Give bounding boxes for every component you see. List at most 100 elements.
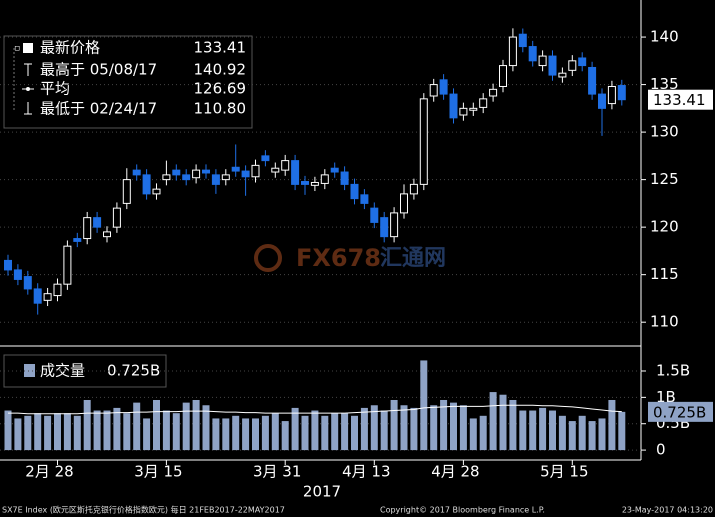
candle-body: [320, 174, 329, 184]
volume-bar: [450, 402, 457, 451]
volume-bar: [123, 413, 131, 451]
x-tick-label: 2月 28: [25, 463, 73, 481]
candle-body: [489, 88, 498, 97]
candle-body: [53, 283, 62, 297]
volume-bar: [459, 405, 467, 451]
y-tick-label: 135: [650, 75, 679, 93]
candle-body: [281, 160, 290, 171]
volume-bar: [93, 410, 101, 451]
x-tick-label: 3月 15: [134, 463, 182, 481]
candle-body: [508, 36, 517, 67]
volume-bar: [588, 421, 596, 451]
volume-bar: [558, 415, 566, 451]
volume-bar: [24, 415, 32, 451]
x-tick-label: 4月 13: [342, 463, 390, 481]
candle-body: [103, 231, 111, 238]
volume-bar: [271, 413, 279, 451]
legend-icon: [26, 87, 30, 91]
candle-body: [122, 179, 131, 204]
candle-body: [607, 85, 616, 105]
volume-bar: [252, 418, 259, 451]
volume-bar: [420, 360, 428, 451]
volume-bar: [539, 407, 547, 451]
candle-body: [13, 269, 22, 280]
legend-icon: ▫: [14, 44, 20, 54]
volume-bar: [618, 411, 626, 451]
last-price-label: 133.41: [653, 91, 706, 109]
candle-body: [340, 171, 349, 185]
volume-bar: [113, 407, 121, 451]
volume-bar: [172, 413, 180, 451]
volume-bar: [182, 402, 190, 451]
candle-body: [598, 93, 606, 109]
volume-bar: [232, 415, 240, 451]
watermark-logo: [254, 244, 282, 272]
candle-body: [221, 174, 230, 181]
candle-body: [449, 93, 458, 119]
volume-bar: [212, 418, 220, 451]
y-tick-label: 125: [650, 170, 679, 188]
volume-bar: [73, 415, 81, 451]
candle-body: [350, 183, 359, 200]
legend-value: 110.80: [194, 100, 247, 118]
volume-bar: [390, 399, 398, 451]
watermark-text: 汇通网: [380, 246, 446, 271]
x-tick-label: 3月 31: [253, 463, 301, 481]
last-volume-label: 0.725B: [653, 403, 706, 421]
volume-bar: [341, 413, 349, 451]
volume-bar: [242, 418, 250, 451]
volume-bar: [222, 418, 230, 451]
candle-body: [578, 57, 587, 67]
candle-body: [291, 160, 300, 185]
volume-bar: [133, 402, 141, 451]
candle-body: [241, 170, 250, 178]
candle-body: [558, 72, 567, 78]
legend-value: 133.41: [194, 39, 247, 57]
volume-bar: [311, 410, 319, 451]
candle-body: [310, 181, 319, 186]
volume-bar: [400, 405, 408, 451]
volume-bar: [281, 421, 289, 451]
volume-bar: [489, 392, 497, 451]
volume-bar: [202, 405, 210, 451]
y-tick-label: 120: [650, 218, 679, 236]
candle-body: [499, 65, 507, 87]
volume-bar: [351, 415, 358, 451]
candle-body: [73, 238, 82, 242]
candle-body: [409, 183, 418, 195]
candle-body: [202, 169, 210, 174]
candle-body: [400, 193, 408, 214]
candle-body: [83, 217, 92, 240]
volume-bar: [44, 415, 52, 451]
y2-tick-label: 0: [656, 441, 666, 459]
volume-bar: [321, 415, 329, 451]
volume-bar: [63, 413, 71, 451]
candle-body: [142, 174, 151, 195]
legend-label: 最新价格: [40, 39, 100, 57]
candle-body: [469, 107, 478, 111]
volume-bar: [549, 410, 556, 451]
volume-bar: [4, 410, 12, 451]
volume-bar: [410, 407, 418, 451]
legend-label: 最高于 05/08/17: [40, 61, 157, 79]
candle-body: [538, 55, 547, 67]
candle-body: [419, 98, 428, 185]
volume-bar: [83, 399, 91, 451]
candle-body: [568, 60, 577, 71]
candle-body: [63, 245, 72, 285]
candle-body: [588, 66, 597, 95]
candle-body: [112, 207, 121, 228]
volume-bar: [509, 399, 517, 451]
legend-label: 最低于 02/24/17: [40, 100, 157, 118]
volume-bar: [479, 415, 487, 451]
y-tick-label: 140: [650, 28, 679, 46]
volume-bar: [519, 410, 527, 451]
x-year-label: 2017: [303, 483, 341, 501]
footer-center: Copyright© 2017 Bloomberg Finance L.P.: [380, 506, 545, 515]
candle-body: [33, 288, 42, 304]
candle-body: [439, 79, 448, 95]
candle-body: [380, 217, 389, 238]
candle-body: [23, 276, 32, 290]
candle-body: [390, 212, 399, 238]
